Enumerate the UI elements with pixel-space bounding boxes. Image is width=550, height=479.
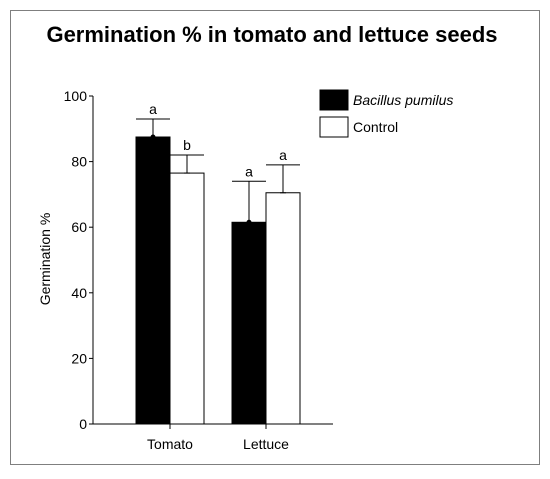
y-tick-label: 80	[71, 154, 87, 170]
legend-swatch-control	[319, 116, 349, 138]
y-tick-label: 60	[71, 219, 87, 235]
legend-label-control: Control	[353, 119, 398, 135]
significance-label: a	[149, 101, 157, 117]
y-tick-label: 0	[79, 416, 87, 432]
bar-top-marker	[246, 219, 252, 225]
bar-tomato-bacillus	[135, 136, 171, 425]
y-tick-label: 100	[64, 88, 88, 104]
significance-label: b	[183, 137, 191, 153]
bar-top-marker	[150, 134, 156, 140]
chart-title: Germination % in tomato and lettuce seed…	[46, 22, 497, 47]
y-axis-label: Germination %	[37, 213, 53, 306]
significance-label: a	[245, 163, 253, 179]
x-tick-label-tomato: Tomato	[147, 436, 193, 452]
legend-label-bacillus: Bacillus pumilus	[353, 92, 453, 108]
y-tick-label: 20	[71, 350, 87, 366]
y-tick-label: 40	[71, 285, 87, 301]
x-tick-label-lettuce: Lettuce	[243, 436, 289, 452]
legend-swatch-bacillus	[319, 89, 349, 111]
legend: Bacillus pumilus Control	[319, 89, 453, 138]
x-ticks: Tomato Lettuce	[147, 424, 289, 452]
bar-lettuce-bacillus	[231, 221, 267, 425]
y-ticks: 0 20 40 60 80 100	[64, 88, 93, 432]
significance-label: a	[279, 147, 287, 163]
bars: a b a a	[135, 101, 301, 425]
bar-tomato-control	[169, 172, 205, 425]
bar-lettuce-control	[265, 192, 301, 425]
